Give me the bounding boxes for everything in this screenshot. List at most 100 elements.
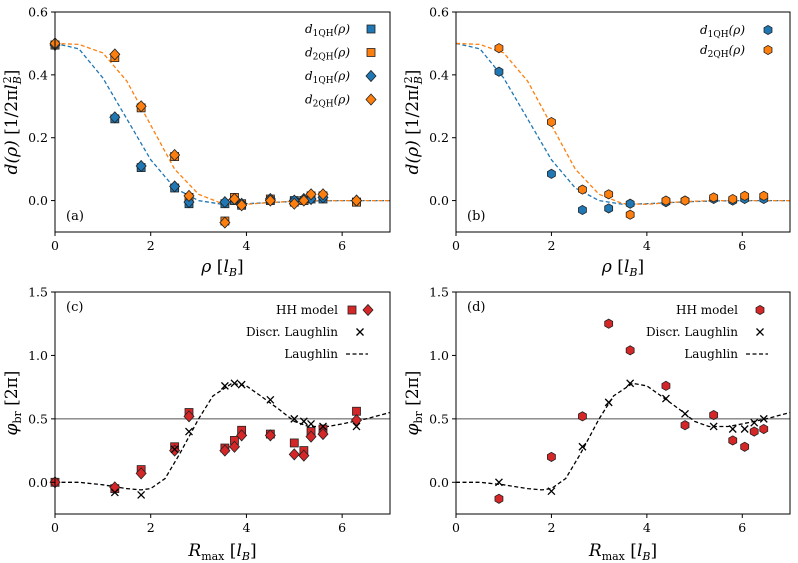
data-point — [288, 197, 300, 210]
x-axis-label: Rmax [lB] — [187, 541, 256, 563]
y-tick-label: 0.0 — [429, 475, 449, 490]
legend-label: d1QH(ρ) — [305, 69, 350, 86]
data-point — [604, 189, 614, 200]
legend: HH model Discr. Laughlin Laughlin — [246, 303, 374, 361]
panel-c: 0 2 4 6 0.0 0.5 1.0 1.5 Rmax [lB] φbr [2π] (c) HH m… — [2, 285, 391, 563]
data-point — [135, 159, 147, 173]
data-point — [236, 429, 248, 442]
data-point — [288, 448, 300, 461]
data-point — [494, 43, 504, 54]
data-point — [625, 345, 635, 356]
x-tick-label: 0 — [51, 520, 59, 535]
data-point — [110, 488, 119, 497]
data-point — [298, 449, 310, 462]
panel-a: 0 2 4 6 0.0 0.2 0.4 0.6 ρ [lB] d(ρ) [1/2πlB2] (a) d… — [1, 5, 391, 279]
data-point — [317, 188, 329, 201]
cross-stroke — [110, 488, 119, 497]
data-point — [740, 441, 750, 452]
data-point — [578, 442, 587, 451]
curves — [456, 42, 790, 205]
y-tick-label: 0.5 — [28, 411, 48, 426]
data-point — [236, 199, 248, 212]
data-point — [169, 180, 181, 193]
cross-stroke — [299, 417, 308, 426]
x-axis-label: ρ [lB] — [601, 257, 644, 279]
fit-curve — [456, 42, 790, 205]
data-point — [228, 440, 241, 453]
data-point — [289, 438, 299, 448]
cross-stroke — [319, 422, 327, 431]
data-point — [185, 427, 193, 436]
data-point — [759, 190, 769, 201]
data-point — [578, 204, 587, 216]
legend: d1QH(ρ) d2QH(ρ) — [700, 23, 773, 60]
data-point — [625, 209, 635, 220]
data-point — [169, 148, 181, 162]
x-tick-label: 6 — [338, 520, 346, 535]
data-point — [728, 425, 737, 433]
legend-marker — [362, 303, 374, 317]
legend: HH model Discr. Laughlin Laughlin — [646, 303, 768, 361]
axes-frame — [54, 291, 391, 515]
data-point — [350, 194, 363, 207]
data-point — [264, 429, 276, 442]
x-tick-label: 2 — [547, 238, 555, 253]
y-axis-label: d(ρ) [1/2πlB2] — [1, 70, 24, 175]
axes-frame — [455, 11, 791, 233]
cross-stroke — [307, 419, 315, 428]
legend-label: d2QH(ρ) — [305, 93, 350, 110]
cross-stroke — [170, 445, 179, 454]
data-point — [135, 100, 147, 113]
cross-stroke — [230, 379, 239, 388]
data-point — [547, 116, 556, 128]
fit-curve — [55, 382, 390, 491]
cross-stroke — [352, 422, 361, 431]
axes-frame — [455, 291, 791, 515]
data-point — [109, 111, 121, 124]
data-point — [709, 192, 719, 203]
x-tick-label: 4 — [242, 238, 250, 253]
x-tick-label: 6 — [738, 238, 746, 253]
data-point — [317, 427, 329, 441]
x-tick-label: 2 — [147, 520, 155, 535]
data-point — [137, 491, 146, 499]
y-tick-label: 0.2 — [429, 130, 449, 145]
data-point — [350, 414, 363, 427]
panel-label: (c) — [66, 300, 83, 315]
cross-stroke — [137, 491, 146, 499]
y-tick-label: 1.0 — [28, 348, 48, 363]
data-point — [305, 188, 317, 201]
y-tick-label: 0.6 — [429, 5, 449, 20]
legend-label: Discr. Laughlin — [646, 325, 738, 339]
ticks: 0 2 4 6 0.0 0.2 0.4 0.6 — [28, 5, 346, 254]
cross-stroke — [681, 409, 689, 418]
x-tick-label: 0 — [452, 520, 460, 535]
x-tick-label: 0 — [51, 238, 59, 253]
data-point — [740, 425, 749, 433]
data-point — [750, 418, 759, 427]
legend-marker — [347, 305, 357, 315]
axes-frame — [54, 11, 391, 233]
legend-marker — [756, 328, 764, 336]
data-point — [728, 193, 738, 205]
y-tick-label: 0.2 — [28, 130, 48, 145]
legend-label: Laughlin — [684, 347, 738, 361]
data-point — [661, 195, 671, 206]
x-tick-label: 4 — [643, 238, 651, 253]
y-tick-label: 1.5 — [429, 285, 449, 300]
fit-curve — [55, 42, 390, 205]
y-tick-label: 0.0 — [28, 475, 48, 490]
panel-label: (b) — [467, 209, 485, 224]
cross-stroke — [266, 395, 275, 404]
cross-stroke — [237, 380, 246, 389]
y-tick-label: 0.0 — [28, 193, 48, 208]
data-point — [759, 414, 768, 423]
legend: d1QH(ρ) d2QH(ρ) d1QH(ρ) d2QH(ρ) — [305, 22, 377, 110]
data-point — [264, 194, 276, 207]
data-point — [109, 48, 121, 61]
y-tick-label: 0.4 — [429, 67, 449, 82]
data-point — [183, 189, 195, 202]
y-tick-label: 1.5 — [28, 285, 48, 300]
x-tick-label: 2 — [547, 520, 555, 535]
legend-marker — [365, 69, 377, 83]
